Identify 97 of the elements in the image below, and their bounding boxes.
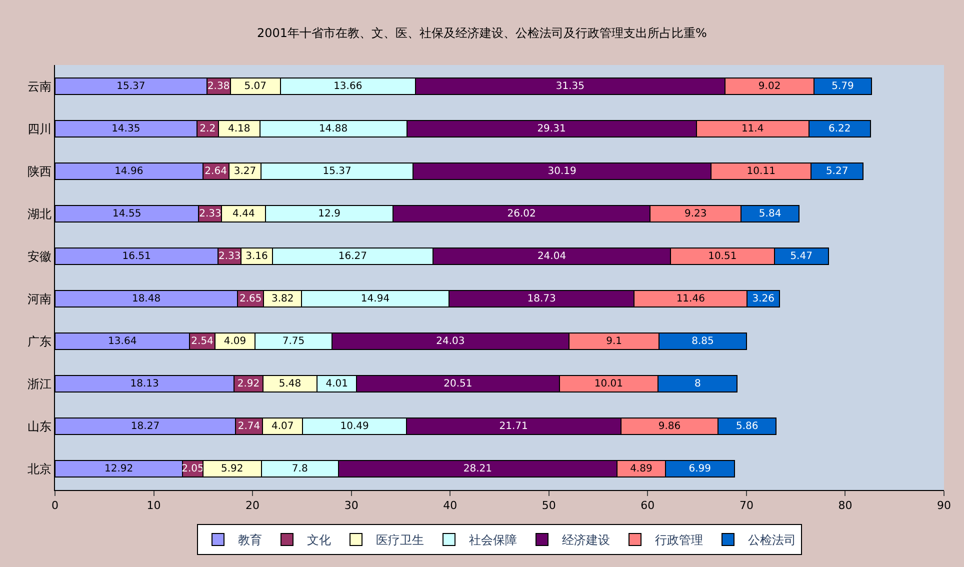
data-label: 26.02 <box>507 208 536 220</box>
data-label: 14.94 <box>360 293 390 304</box>
y-tick-label: 四川 <box>28 122 52 136</box>
y-tick-label: 山东 <box>28 419 52 434</box>
legend-label: 医疗卫生 <box>376 533 424 548</box>
data-label: 6.99 <box>688 463 712 474</box>
data-label: 12.92 <box>104 463 134 474</box>
data-label: 10.51 <box>708 250 737 262</box>
data-label: 3.26 <box>752 293 774 304</box>
y-tick-label: 广东 <box>28 334 52 348</box>
data-label: 13.66 <box>334 80 362 92</box>
data-label: 12.9 <box>318 208 340 220</box>
y-tick-label: 云南 <box>28 79 52 94</box>
legend-label: 文化 <box>307 533 331 548</box>
data-label: 10.11 <box>746 166 776 177</box>
y-tick-label: 河南 <box>28 292 52 306</box>
data-label: 5.86 <box>736 420 758 432</box>
data-label: 16.51 <box>122 250 151 262</box>
data-label: 10.49 <box>340 420 369 432</box>
data-label: 6.22 <box>828 123 851 134</box>
data-label: 30.19 <box>548 166 576 177</box>
data-label: 14.55 <box>112 208 142 220</box>
data-label: 5.79 <box>832 80 854 92</box>
y-tick-label: 北京 <box>28 462 52 476</box>
data-label: 5.27 <box>826 166 848 177</box>
data-label: 5.47 <box>790 250 812 262</box>
data-label: 15.37 <box>322 166 352 177</box>
data-label: 20.51 <box>444 378 472 390</box>
data-label: 4.01 <box>326 378 348 390</box>
x-tick-label: 30 <box>344 499 358 512</box>
data-label: 2.33 <box>218 250 241 262</box>
data-label: 29.31 <box>537 123 566 134</box>
data-label: 4.89 <box>630 463 652 474</box>
x-tick-label: 90 <box>937 499 951 512</box>
legend-label: 教育 <box>238 533 262 548</box>
data-label: 18.48 <box>132 293 161 304</box>
data-label: 2.38 <box>207 80 230 92</box>
data-label: 5.07 <box>244 80 267 92</box>
data-label: 28.21 <box>463 463 492 474</box>
data-label: 9.86 <box>658 420 681 432</box>
data-label: 14.35 <box>112 123 140 134</box>
data-label: 24.03 <box>436 336 465 347</box>
data-label: 8.85 <box>692 336 714 347</box>
data-label: 3.27 <box>234 166 256 177</box>
data-label: 7.75 <box>282 336 305 347</box>
data-label: 2.74 <box>238 420 260 432</box>
data-label: 11.4 <box>741 123 764 134</box>
legend-label: 行政管理 <box>655 533 703 548</box>
data-label: 2.33 <box>199 208 222 220</box>
x-tick-label: 80 <box>838 499 852 512</box>
data-label: 4.07 <box>271 420 294 432</box>
data-label: 24.04 <box>537 250 566 262</box>
data-label: 13.64 <box>108 336 137 347</box>
chart-title: 2001年十省市在教、文、医、社保及经济建设、公检法司及行政管理支出所占比重% <box>257 26 707 40</box>
data-label: 9.02 <box>758 80 781 92</box>
x-tick-label: 70 <box>739 499 754 512</box>
x-tick-label: 10 <box>146 499 161 512</box>
data-label: 10.01 <box>594 378 624 390</box>
data-label: 4.44 <box>232 208 255 220</box>
data-label: 2.64 <box>204 166 227 177</box>
data-label: 2.54 <box>191 336 214 347</box>
legend-label: 社会保障 <box>469 533 517 548</box>
data-label: 5.84 <box>758 208 782 220</box>
data-label: 2.65 <box>239 293 262 304</box>
x-tick-label: 40 <box>443 499 458 512</box>
legend-label: 经济建设 <box>562 533 610 548</box>
data-label: 18.13 <box>130 378 159 390</box>
data-label: 15.37 <box>116 80 146 92</box>
data-label: 4.09 <box>224 336 246 347</box>
data-label: 11.46 <box>676 293 705 304</box>
data-label: 31.35 <box>556 80 584 92</box>
data-label: 16.27 <box>338 250 367 262</box>
data-label: 9.1 <box>606 336 622 347</box>
data-label: 14.88 <box>318 123 348 134</box>
data-label: 3.82 <box>271 293 294 304</box>
x-tick-label: 50 <box>542 499 556 512</box>
y-tick-label: 浙江 <box>28 376 52 391</box>
data-label: 3.16 <box>246 250 268 262</box>
x-tick-label: 60 <box>640 499 655 512</box>
data-label: 5.92 <box>220 463 244 474</box>
y-tick-label: 湖北 <box>28 206 52 221</box>
data-label: 5.48 <box>278 378 302 390</box>
legend-label: 公检法司 <box>748 533 796 548</box>
x-tick-label: 0 <box>52 499 58 512</box>
x-tick-label: 20 <box>246 499 260 512</box>
y-tick-label: 陕西 <box>28 164 52 178</box>
data-label: 2.2 <box>200 123 216 134</box>
data-label: 8 <box>694 378 701 390</box>
data-label: 7.8 <box>292 463 308 474</box>
data-label: 14.96 <box>114 166 144 177</box>
data-label: 18.27 <box>130 420 160 432</box>
data-label: 21.71 <box>499 420 528 432</box>
data-label: 9.23 <box>684 208 707 220</box>
data-label: 18.73 <box>527 293 556 304</box>
data-label: 2.92 <box>237 378 260 390</box>
data-label: 4.18 <box>228 123 250 134</box>
y-tick-label: 安徽 <box>28 249 52 264</box>
